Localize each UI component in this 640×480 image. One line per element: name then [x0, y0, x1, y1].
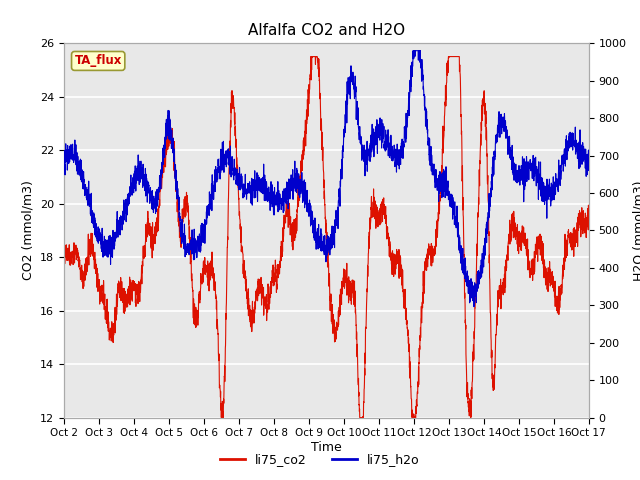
Y-axis label: CO2 (mmol/m3): CO2 (mmol/m3) — [22, 180, 35, 280]
X-axis label: Time: Time — [311, 441, 342, 454]
Title: Alfalfa CO2 and H2O: Alfalfa CO2 and H2O — [248, 23, 405, 38]
Y-axis label: H2O (mmol/m3): H2O (mmol/m3) — [632, 180, 640, 281]
Text: TA_flux: TA_flux — [74, 54, 122, 67]
Legend: li75_co2, li75_h2o: li75_co2, li75_h2o — [215, 448, 425, 471]
